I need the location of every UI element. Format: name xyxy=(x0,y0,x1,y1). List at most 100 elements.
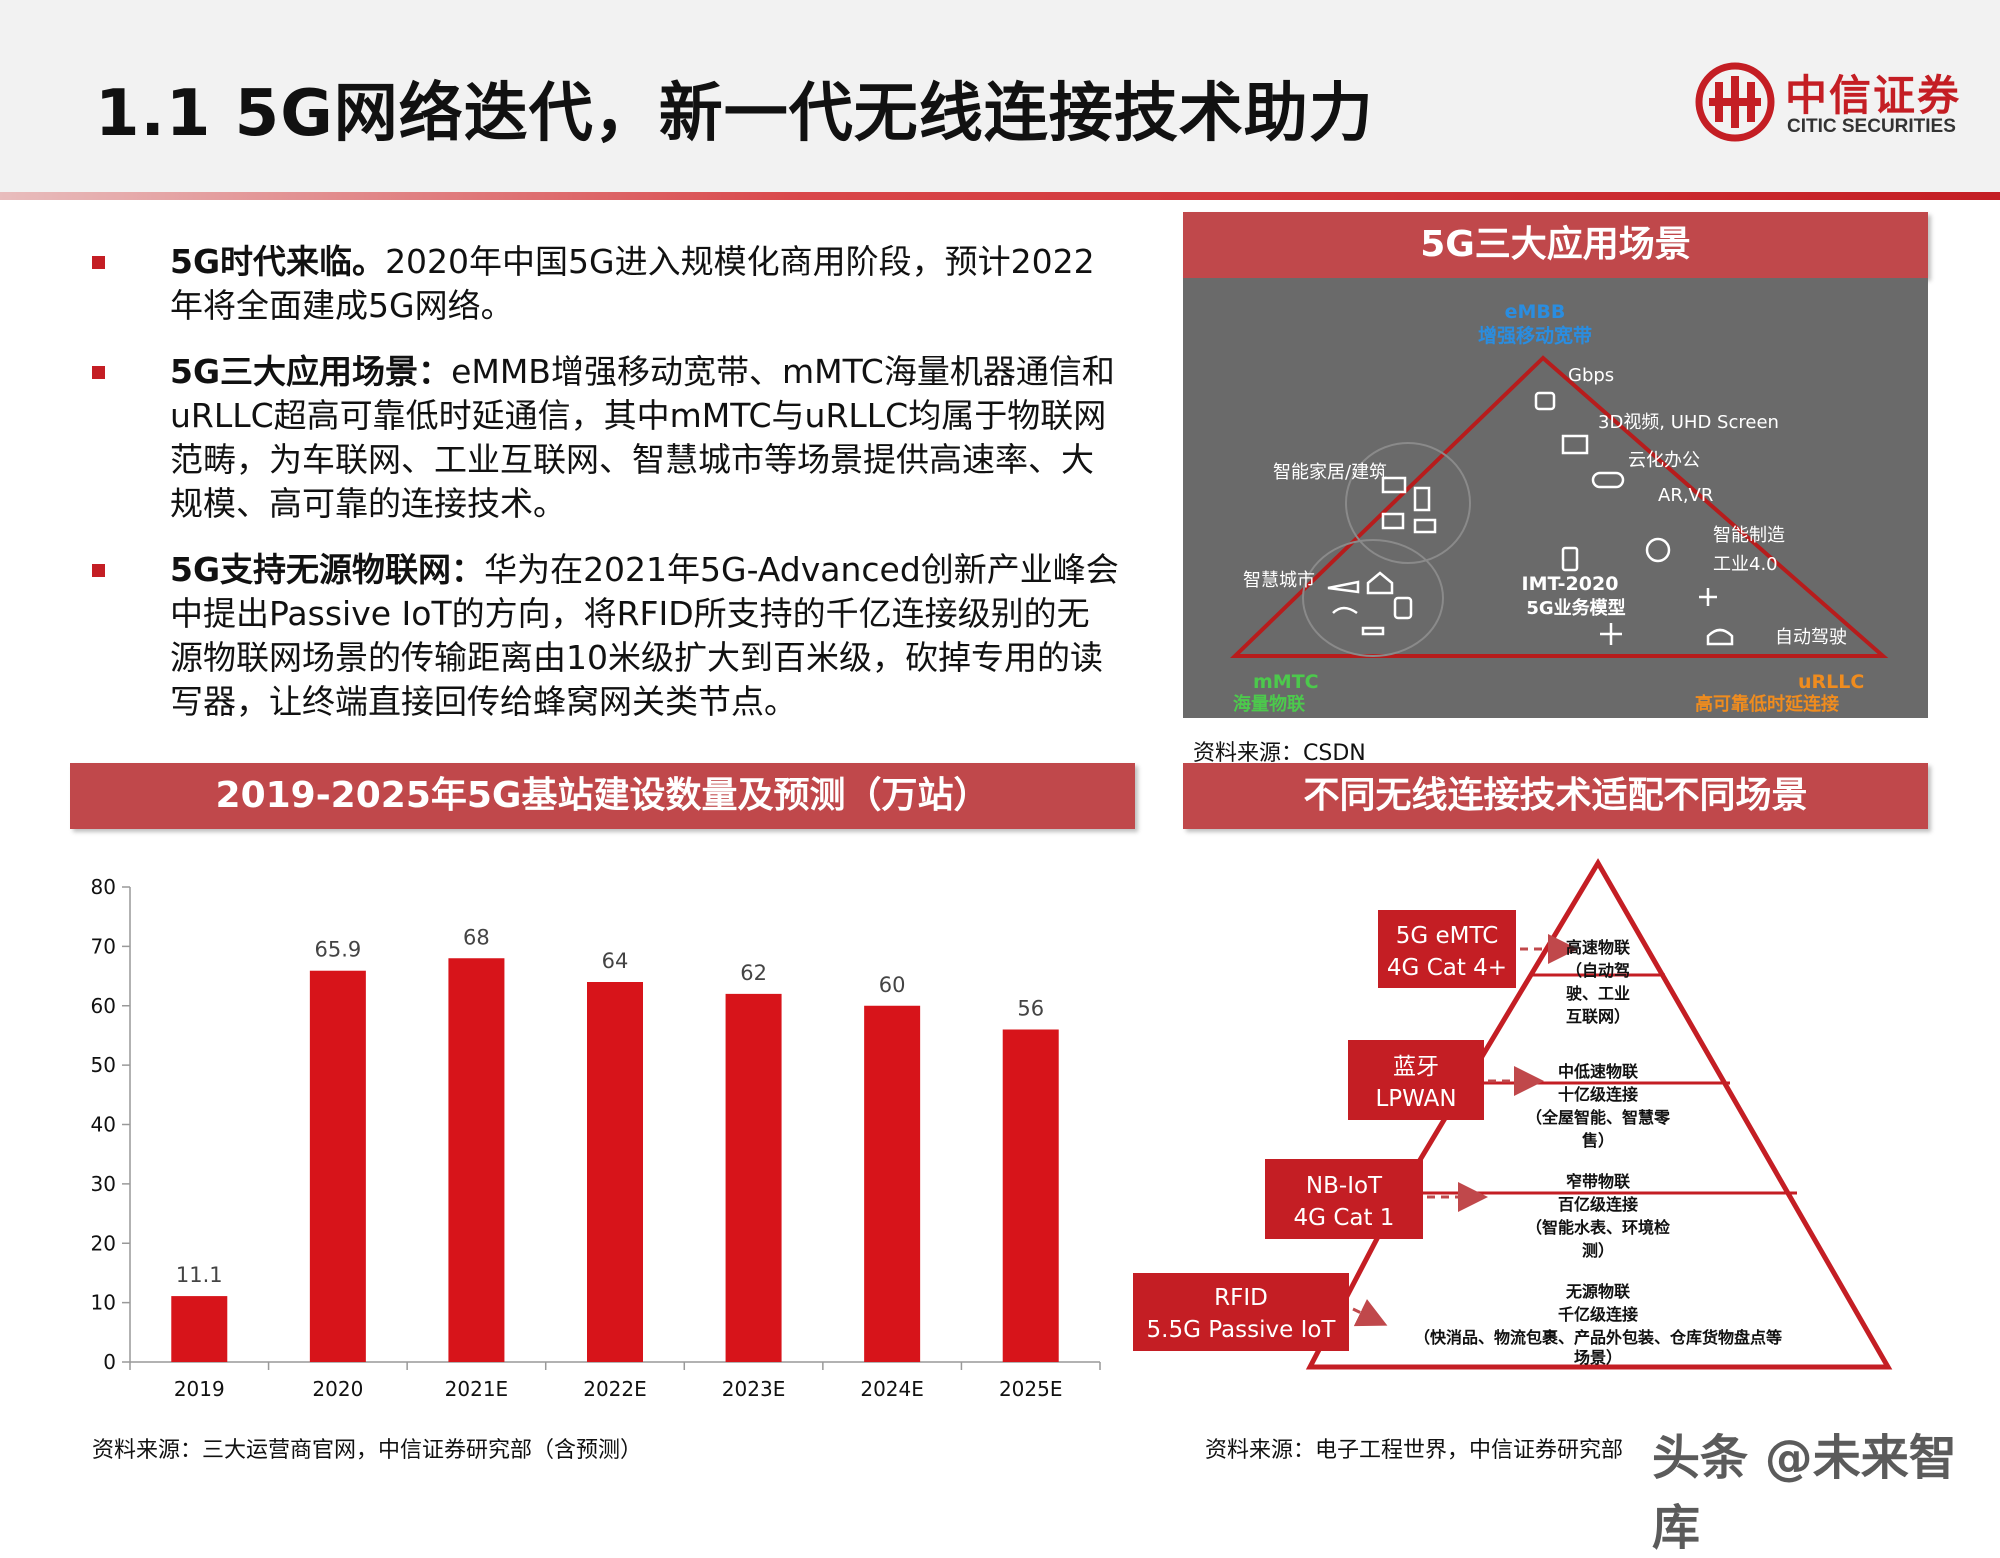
imt-cn-label: 5G业务模型 xyxy=(1526,597,1625,619)
imt-label: IMT-2020 xyxy=(1522,573,1619,595)
header-bar xyxy=(0,0,2000,192)
bullet-text: 华为在2021年5G-Advanced创新产业峰会中提出Passive IoT的… xyxy=(170,550,1119,721)
scenario-label: 自动驾驶 xyxy=(1775,627,1847,648)
monitor-icon xyxy=(1381,512,1405,530)
bar-chart-svg: 0 10 20 30 40 50 60 70 80 11.1 2019 65.9 2020 68 2021E… xyxy=(91,875,1101,1401)
scenario-label: 云化办公 xyxy=(1628,450,1700,471)
bar xyxy=(171,1296,228,1362)
scenario-label: 智慧城市 xyxy=(1243,570,1315,591)
data-label: 56 xyxy=(1017,997,1044,1021)
x-tick-label: 2022E xyxy=(583,1377,647,1401)
scenario-label: 智能家居/建筑 xyxy=(1273,462,1387,483)
tv-icon xyxy=(1561,434,1589,455)
mmtc-label: mMTC xyxy=(1253,671,1319,693)
phone-icon xyxy=(1561,546,1579,572)
drone-icon xyxy=(1699,588,1717,606)
plane-icon xyxy=(1327,580,1360,594)
bullet-heading: 5G时代来临。 xyxy=(170,242,386,281)
camera-icon xyxy=(1413,518,1437,534)
tier-text: 互联网） xyxy=(1566,1007,1630,1026)
y-tick-label: 70 xyxy=(91,934,116,958)
logo-en-text: CITIC SECURITIES xyxy=(1787,116,1956,137)
tier-text: （自动驾 xyxy=(1566,961,1630,980)
x-tick-label: 2024E xyxy=(860,1377,924,1401)
scenario-label: 3D视频, UHD Screen xyxy=(1598,412,1779,433)
smart-home-cluster xyxy=(1345,442,1471,564)
bullet-heading: 5G支持无源物联网： xyxy=(170,550,485,589)
bar xyxy=(725,993,782,1362)
tech-label: 5G eMTC xyxy=(1396,923,1499,949)
tier-text: 驶、工业 xyxy=(1566,984,1630,1003)
tier-1: 5G eMTC 4G Cat 4+ 高速物联 （自动驾 驶、工业 互联网） xyxy=(1378,910,1630,1026)
bullet-text: 2020年中国5G进入规模化商用阶段，预计2022年将全面建成5G网络。 xyxy=(170,242,1095,325)
tier-text: 场景） xyxy=(1574,1348,1622,1367)
tech-label: NB-IoT xyxy=(1306,1173,1383,1199)
globe-icon xyxy=(1645,537,1671,563)
tech-label: 蓝牙 xyxy=(1393,1054,1439,1080)
tier-4: RFID 5.5G Passive IoT 无源物联 千亿级连接 （快消品、物流… xyxy=(1133,1273,1782,1367)
y-tick-label: 20 xyxy=(91,1231,116,1255)
y-tick-label: 10 xyxy=(91,1291,116,1315)
tier-text: 测） xyxy=(1582,1241,1614,1260)
tier-text: （全屋智能、智慧零 xyxy=(1526,1108,1671,1127)
y-tick-label: 30 xyxy=(91,1172,116,1196)
vehicle-icon xyxy=(1332,606,1358,615)
x-tick-label: 2020 xyxy=(312,1377,363,1401)
citic-logo: 中信证券 CITIC SECURITIES xyxy=(1695,58,1985,148)
x-tick-label: 2023E xyxy=(722,1377,786,1401)
tier-2: 蓝牙 LPWAN 中低速物联 十亿级连接 （全屋智能、智慧零 售） xyxy=(1348,1040,1671,1150)
tech-box xyxy=(1378,910,1516,988)
bar xyxy=(309,970,366,1362)
scenario-label: AR,VR xyxy=(1658,485,1713,506)
x-tick-label: 2019 xyxy=(174,1377,225,1401)
fridge-icon xyxy=(1413,486,1431,512)
chart-banner: 2019-2025年5G基站建设数量及预测（万站） xyxy=(70,763,1135,829)
bar xyxy=(448,958,505,1362)
tech-box xyxy=(1265,1159,1423,1239)
tier-3: NB-IoT 4G Cat 1 窄带物联 百亿级连接 （智能水表、环境检 测） xyxy=(1265,1159,1670,1260)
data-label: 64 xyxy=(602,949,629,973)
bullet-item: 5G时代来临。2020年中国5G进入规模化商用阶段，预计2022年将全面建成5G… xyxy=(90,240,1120,328)
logo-cn-text: 中信证券 xyxy=(1785,71,1962,120)
bus-icon xyxy=(1393,596,1413,620)
tier-text: 售） xyxy=(1582,1131,1614,1150)
pyramid-svg: 5G eMTC 4G Cat 4+ 高速物联 （自动驾 驶、工业 互联网） 蓝牙… xyxy=(1133,858,1893,1370)
bullet-text: eMMB增强移动宽带、mMTC海量机器通信和uRLLC超高可靠低时延通信，其中m… xyxy=(170,352,1115,523)
tech-box xyxy=(1348,1040,1484,1120)
house-icon xyxy=(1381,476,1407,494)
tier-text: 中低速物联 xyxy=(1558,1062,1638,1081)
chart-source: 资料来源：三大运营商官网，中信证券研究部（含预测） xyxy=(92,1438,643,1463)
bar xyxy=(864,1005,921,1362)
bullet-square-icon xyxy=(92,366,105,379)
smart-city-cluster xyxy=(1302,539,1444,657)
scenario-banner: 5G三大应用场景 xyxy=(1183,212,1928,278)
pyramid-diagram: 5G eMTC 4G Cat 4+ 高速物联 （自动驾 驶、工业 互联网） 蓝牙… xyxy=(1130,855,1960,1395)
bullet-square-icon xyxy=(92,564,105,577)
tech-box xyxy=(1133,1273,1349,1351)
scenario-label: 智能制造 xyxy=(1713,525,1785,546)
tier-text: 窄带物联 xyxy=(1566,1172,1630,1191)
bar xyxy=(587,982,643,1362)
tech-label: LPWAN xyxy=(1375,1086,1456,1112)
y-tick-label: 50 xyxy=(91,1053,116,1077)
urllc-label: uRLLC xyxy=(1798,671,1864,693)
embb-label: eMBB xyxy=(1505,301,1566,323)
truck-icon xyxy=(1361,626,1385,636)
bar xyxy=(1002,1029,1059,1362)
satellite-icon xyxy=(1600,623,1622,645)
scenario-label: Gbps xyxy=(1568,365,1614,386)
tech-label: RFID xyxy=(1214,1285,1268,1311)
bullet-item: 5G三大应用场景：eMMB增强移动宽带、mMTC海量机器通信和uRLLC超高可靠… xyxy=(90,350,1120,526)
gamepad-icon xyxy=(1591,471,1625,489)
gbps-icon xyxy=(1534,391,1556,411)
y-tick-label: 0 xyxy=(103,1350,116,1374)
mmtc-cn-label: 海量物联 xyxy=(1233,693,1305,715)
car-icon xyxy=(1706,628,1734,646)
data-label: 68 xyxy=(463,925,490,949)
bullet-heading: 5G三大应用场景： xyxy=(170,352,452,391)
bullet-square-icon xyxy=(92,256,105,269)
x-tick-label: 2021E xyxy=(445,1377,509,1401)
tier-text: 高速物联 xyxy=(1566,938,1630,957)
tier-text: （快消品、物流包裹、产品外包装、仓库货物盘点等 xyxy=(1414,1328,1782,1347)
bullet-list: 5G时代来临。2020年中国5G进入规模化商用阶段，预计2022年将全面建成5G… xyxy=(90,240,1120,746)
